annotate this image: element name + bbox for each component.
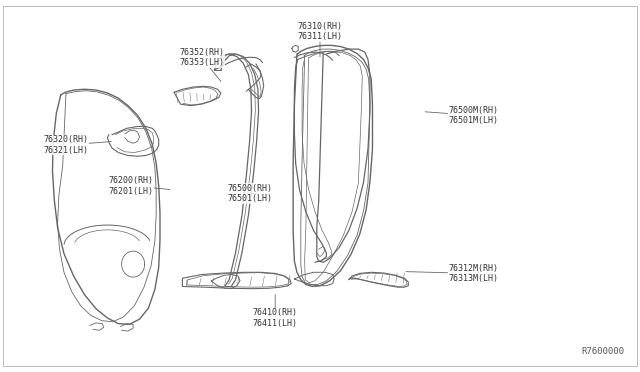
- Text: 76410(RH)
76411(LH): 76410(RH) 76411(LH): [253, 295, 298, 328]
- Text: 76310(RH)
76311(LH): 76310(RH) 76311(LH): [298, 22, 342, 57]
- Text: 76320(RH)
76321(LH): 76320(RH) 76321(LH): [44, 135, 111, 155]
- Text: R7600000: R7600000: [581, 347, 624, 356]
- Text: 76500(RH)
76501(LH): 76500(RH) 76501(LH): [227, 184, 272, 203]
- Text: 76352(RH)
76353(LH): 76352(RH) 76353(LH): [179, 48, 224, 81]
- Text: 76500M(RH)
76501M(LH): 76500M(RH) 76501M(LH): [425, 106, 498, 125]
- Text: 76200(RH)
76201(LH): 76200(RH) 76201(LH): [109, 176, 170, 196]
- Text: 76312M(RH)
76313M(LH): 76312M(RH) 76313M(LH): [406, 264, 498, 283]
